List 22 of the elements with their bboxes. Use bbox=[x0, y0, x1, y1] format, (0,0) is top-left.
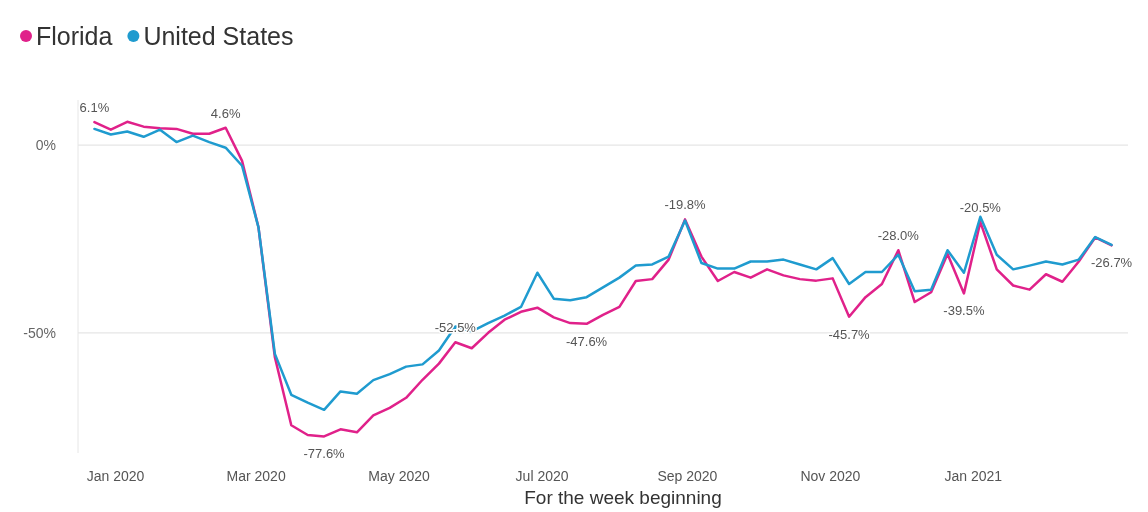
x-tick-label: Nov 2020 bbox=[800, 468, 861, 484]
y-tick-label: -50% bbox=[23, 324, 56, 341]
annotation: -47.6% bbox=[565, 333, 608, 349]
legend-label: Florida bbox=[36, 22, 113, 50]
annotation: -20.5% bbox=[959, 200, 1002, 216]
annotation: -45.7% bbox=[828, 326, 871, 342]
annotation: -26.7% bbox=[1090, 255, 1133, 271]
annotation: 6.1% bbox=[79, 100, 110, 116]
legend-label: United States bbox=[143, 22, 294, 50]
x-tick-label: Sep 2020 bbox=[657, 468, 718, 484]
x-tick-label: Jul 2020 bbox=[515, 468, 569, 484]
x-axis-title: For the week beginning bbox=[524, 487, 722, 508]
x-tick-label: May 2020 bbox=[368, 468, 431, 484]
annotation: -28.0% bbox=[877, 228, 920, 244]
x-tick-label: Jan 2020 bbox=[86, 468, 145, 484]
annotation: -77.6% bbox=[303, 446, 346, 462]
x-tick-label: Jan 2021 bbox=[944, 468, 1003, 484]
y-tick-label: 0% bbox=[35, 137, 56, 154]
annotation: -19.8% bbox=[664, 197, 707, 213]
annotation: -39.5% bbox=[943, 303, 985, 319]
annotation: 4.6% bbox=[210, 105, 241, 121]
x-tick-label: Mar 2020 bbox=[226, 468, 286, 484]
